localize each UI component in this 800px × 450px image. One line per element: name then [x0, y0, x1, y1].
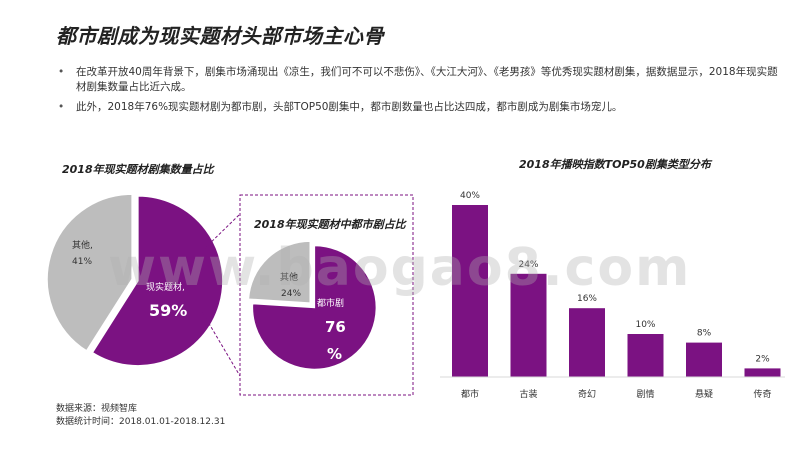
pie2-value-urban: 76	[325, 318, 346, 336]
watermark: www.baogao8.com	[108, 238, 692, 298]
bullet-list: 在改革开放40周年背景下，剧集市场涌现出《凉生，我们可不可以不悲伤》、《大江大河…	[58, 65, 778, 120]
data-period: 数据统计时间：2018.01.01-2018.12.31	[56, 417, 226, 427]
bar-value-label: 40%	[460, 191, 480, 201]
bar-5	[744, 368, 781, 377]
bar-category-label: 奇幻	[578, 388, 596, 400]
pie2-label-urban: 都市剧	[317, 297, 344, 309]
bar-0	[452, 205, 488, 377]
data-source: 数据来源：视频智库	[56, 404, 138, 414]
bar-title: 2018年播映指数TOP50剧集类型分布	[519, 158, 711, 171]
pie1-slice-other	[46, 193, 133, 352]
pie1-value-real: 59%	[149, 301, 187, 320]
pie1-value-other: 41%	[72, 257, 92, 267]
pie1-label-real: 现实题材,	[146, 281, 185, 293]
pie2-slice-urban	[251, 244, 378, 371]
bar-category-label: 传奇	[753, 388, 771, 400]
bar-value-label: 16%	[577, 294, 597, 304]
pie1-label-other: 其他,	[72, 239, 93, 251]
bar-category-label: 古装	[519, 388, 537, 400]
bar-category-label: 悬疑	[695, 389, 713, 400]
bar-value-label: 2%	[755, 354, 770, 364]
bar-category-label: 都市	[461, 388, 479, 400]
bar-value-label: 8%	[697, 329, 712, 339]
bar-4	[686, 342, 722, 377]
pie2-slice-other	[247, 240, 312, 304]
connector-line-bottom	[200, 309, 241, 377]
callout-box	[239, 194, 414, 396]
pie2-value-other: 24%	[281, 289, 301, 299]
bar-category-label: 剧情	[636, 388, 654, 400]
bar-value-label: 24%	[518, 260, 538, 270]
bar-3	[627, 334, 664, 377]
connector-line-top	[200, 213, 241, 253]
bullet-item: 此外，2018年76%现实题材剧为都市剧，头部TOP50剧集中，都市剧数量也占比…	[58, 100, 778, 115]
bullet-item: 在改革开放40周年背景下，剧集市场涌现出《凉生，我们可不可以不悲伤》、《大江大河…	[58, 65, 778, 95]
pie1-title: 2018年现实题材剧集数量占比	[62, 163, 214, 176]
pie2-title: 2018年现实题材中都市剧占比	[254, 218, 406, 231]
pie2-value-urban-percent: %	[327, 345, 342, 363]
pie2-label-other: 其他	[280, 271, 298, 283]
bar-chart: 40% 都市 24% 古装 16% 奇幻 10% 剧情 8% 悬疑 2% 传奇	[452, 191, 781, 400]
bar-1	[510, 273, 547, 377]
bar-value-label: 10%	[635, 320, 655, 330]
bar-2	[569, 308, 605, 377]
pie1-slice-real	[91, 195, 224, 367]
page-title: 都市剧成为现实题材头部市场主心骨	[56, 24, 384, 48]
